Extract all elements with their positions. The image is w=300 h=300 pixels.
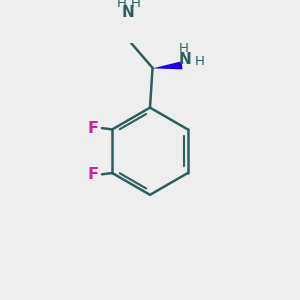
Text: N: N (122, 5, 135, 20)
Text: H: H (117, 0, 127, 10)
Text: H: H (130, 0, 140, 10)
Text: H: H (194, 55, 204, 68)
Text: H: H (178, 42, 188, 55)
Text: F: F (87, 167, 98, 182)
Text: N: N (178, 52, 191, 67)
Polygon shape (153, 61, 182, 69)
Text: F: F (87, 121, 98, 136)
